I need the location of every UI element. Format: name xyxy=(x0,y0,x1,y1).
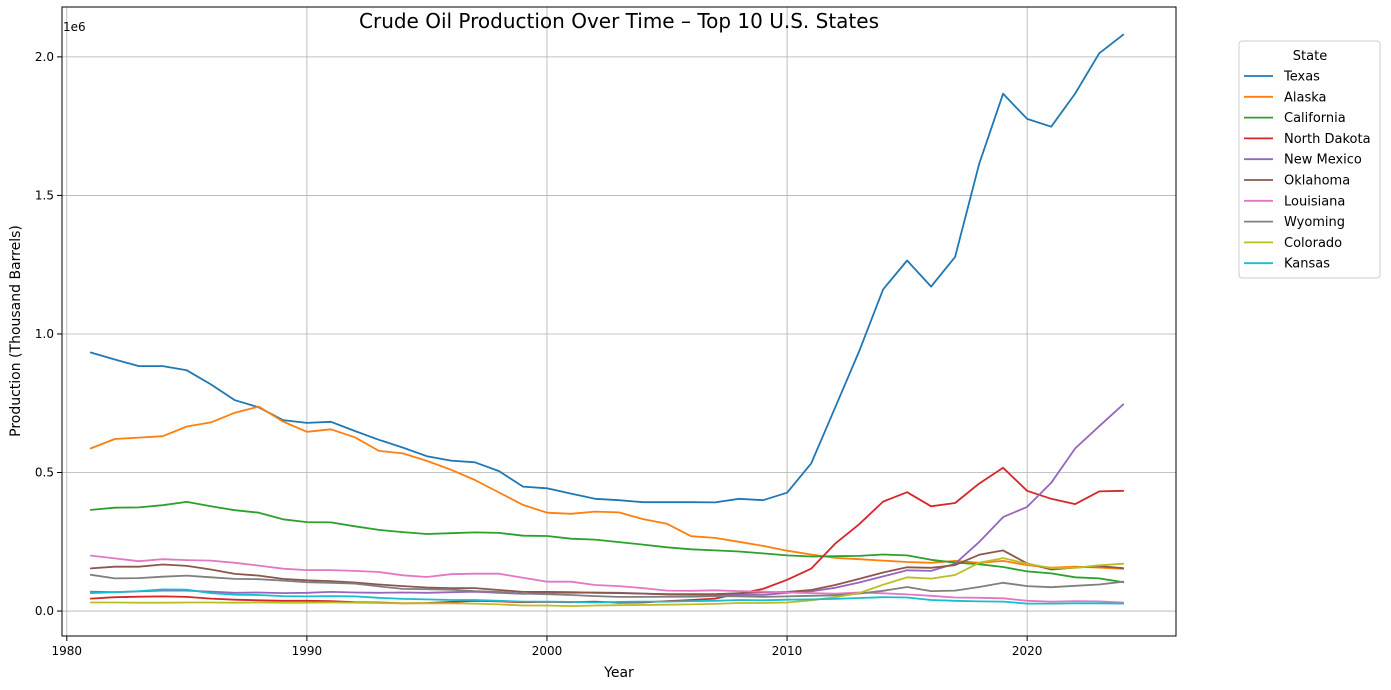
grid xyxy=(62,7,1176,636)
y-tick-label: 1.5 xyxy=(35,188,54,202)
x-tick-label: 2020 xyxy=(1012,644,1043,658)
series-line-louisiana xyxy=(89,554,1125,604)
y-tick-label: 0.0 xyxy=(35,604,54,618)
legend-box xyxy=(1238,40,1381,279)
legend-label: California xyxy=(1284,111,1346,126)
legend-item: California xyxy=(1244,111,1346,126)
series-line-california xyxy=(89,500,1125,584)
legend-item: Alaska xyxy=(1244,90,1327,105)
legend-item: Texas xyxy=(1244,70,1320,85)
x-tick-label: 1990 xyxy=(292,644,323,658)
legend-item: Louisiana xyxy=(1244,194,1345,209)
x-axis-label: Year xyxy=(603,665,634,681)
legend-item: North Dakota xyxy=(1244,132,1371,147)
x-tick-label: 1980 xyxy=(52,644,83,658)
y-tick-label: 0.5 xyxy=(35,466,54,480)
series-line-texas xyxy=(89,33,1125,504)
y-tick-label: 2.0 xyxy=(35,50,54,64)
series-line-kansas xyxy=(89,588,1125,605)
series-line-north-dakota xyxy=(89,466,1125,605)
legend-label: Colorado xyxy=(1284,236,1342,251)
x-tick-label: 2010 xyxy=(772,644,803,658)
y-axis-ticks: 0.0 0.5 1.0 1.5 2.0 xyxy=(35,50,62,618)
legend-item: Colorado xyxy=(1244,236,1342,251)
y-axis-label: Production (Thousand Barrels) xyxy=(8,225,24,437)
legend-title: State xyxy=(1293,49,1327,64)
series-line-oklahoma xyxy=(89,549,1125,596)
series-line-colorado xyxy=(89,557,1125,607)
legend-label: Kansas xyxy=(1284,257,1330,272)
legend-label: New Mexico xyxy=(1284,153,1362,168)
series-line-alaska xyxy=(89,405,1125,570)
legend-label: Oklahoma xyxy=(1284,174,1350,189)
legend-item: Oklahoma xyxy=(1244,174,1350,189)
chart-title: Crude Oil Production Over Time – Top 10 … xyxy=(359,9,879,33)
x-tick-label: 2000 xyxy=(532,644,563,658)
legend-label: Louisiana xyxy=(1284,194,1345,209)
legend-label: Alaska xyxy=(1284,90,1327,105)
legend-items: Texas Alaska California North Dakota New Mex… xyxy=(1244,70,1371,272)
y-tick-label: 1.0 xyxy=(35,327,54,341)
legend-label: Wyoming xyxy=(1284,215,1345,230)
x-axis-ticks: 1980 1990 2000 2010 2020 xyxy=(52,636,1043,658)
y-axis-offset-label: 1e6 xyxy=(63,20,86,34)
legend-label: Texas xyxy=(1283,70,1320,85)
legend-item: Wyoming xyxy=(1244,215,1345,230)
legend-item: Kansas xyxy=(1244,257,1330,272)
legend-item: New Mexico xyxy=(1244,153,1362,168)
legend: State Texas Alaska California North Dakota N… xyxy=(1238,40,1381,279)
plot-frame xyxy=(61,6,1177,637)
series-line-wyoming xyxy=(89,573,1125,598)
series-lines xyxy=(89,33,1125,607)
legend-label: North Dakota xyxy=(1284,132,1371,147)
